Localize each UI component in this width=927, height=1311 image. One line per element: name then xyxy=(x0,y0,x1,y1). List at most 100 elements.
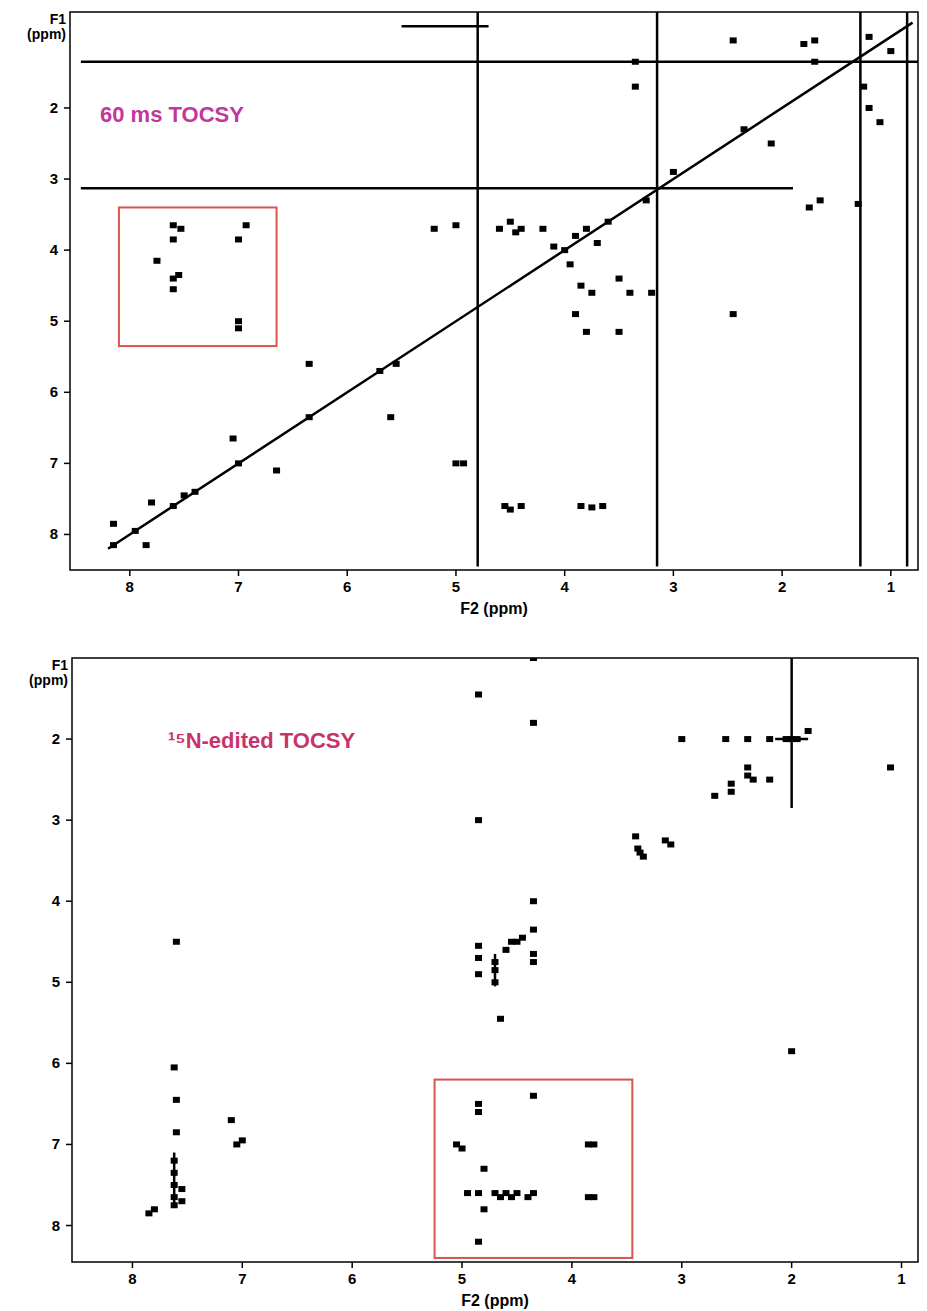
plot-area xyxy=(81,12,918,566)
peak xyxy=(475,1101,482,1107)
peak xyxy=(173,939,180,945)
highlight-box xyxy=(119,207,277,346)
peak xyxy=(173,1129,180,1135)
y-axis-title: F1(ppm) xyxy=(27,11,66,42)
peak xyxy=(728,789,735,795)
peak xyxy=(175,272,182,278)
peak xyxy=(233,1141,240,1147)
peak xyxy=(513,1190,520,1196)
y-tick xyxy=(64,320,70,322)
peak xyxy=(648,290,655,296)
peak xyxy=(170,286,177,292)
peak xyxy=(243,222,250,228)
peak xyxy=(170,236,177,242)
y-tick xyxy=(66,1225,72,1227)
figure: 8 7 6 5 4 3 2 1 2 3 4 5 6 7 8 F2 (ppm) F1(ppm) 60 ms TOCS… xyxy=(0,0,927,1311)
y-tick-label: 3 xyxy=(52,811,60,828)
peak xyxy=(730,311,737,317)
background xyxy=(0,0,927,1311)
peak xyxy=(496,226,503,232)
peak xyxy=(530,959,537,965)
x-tick-label: 8 xyxy=(128,1270,136,1287)
y-tick xyxy=(64,392,70,394)
x-tick-label: 5 xyxy=(452,578,460,595)
x-tick-label: 3 xyxy=(678,1270,686,1287)
plot-frame xyxy=(72,658,918,1262)
peak xyxy=(153,258,160,264)
y-tick xyxy=(64,463,70,465)
plot-frame xyxy=(70,12,918,570)
x-tick xyxy=(781,570,783,576)
peak xyxy=(632,84,639,90)
peak xyxy=(866,105,873,111)
x-tick-label: 1 xyxy=(887,578,895,595)
peak xyxy=(530,1190,537,1196)
streak-line xyxy=(775,738,808,741)
x-tick xyxy=(129,570,131,576)
peak xyxy=(887,764,894,770)
peak xyxy=(273,467,280,473)
streak-line xyxy=(476,12,479,566)
peak xyxy=(590,1194,597,1200)
peak xyxy=(452,222,459,228)
peak xyxy=(151,1206,158,1212)
peak xyxy=(550,244,557,250)
peak xyxy=(805,728,812,734)
x-tick-label: 8 xyxy=(126,578,134,595)
peak xyxy=(481,1166,488,1172)
peak xyxy=(866,34,873,40)
peak xyxy=(572,311,579,317)
y-tick xyxy=(64,249,70,251)
peak xyxy=(806,204,813,210)
x-tick xyxy=(791,1262,793,1268)
panel-title: 60 ms TOCSY xyxy=(100,102,244,127)
peak xyxy=(143,542,150,548)
x-tick-label: 3 xyxy=(669,578,677,595)
x-tick xyxy=(346,570,348,576)
x-tick xyxy=(571,1262,573,1268)
peak xyxy=(228,1117,235,1123)
y-axis-title: F1(ppm) xyxy=(29,657,68,688)
x-tick xyxy=(461,1262,463,1268)
peak xyxy=(502,947,509,953)
peak xyxy=(464,1190,471,1196)
peak xyxy=(481,1206,488,1212)
peak xyxy=(667,841,674,847)
peak xyxy=(475,1190,482,1196)
peak xyxy=(876,119,883,125)
peak xyxy=(230,435,237,441)
x-tick-label: 6 xyxy=(343,578,351,595)
peak xyxy=(722,736,729,742)
y-tick-label: 2 xyxy=(52,730,60,747)
peak xyxy=(148,499,155,505)
peak xyxy=(744,736,751,742)
x-tick-label: 2 xyxy=(787,1270,795,1287)
peak xyxy=(730,37,737,43)
peak xyxy=(507,219,514,225)
y-tick xyxy=(66,738,72,740)
y-tick-label: 5 xyxy=(50,312,58,329)
peak xyxy=(590,1141,597,1147)
peak xyxy=(530,720,537,726)
x-tick-label: 4 xyxy=(568,1270,577,1287)
x-axis-title: F2 (ppm) xyxy=(461,1292,529,1309)
peak xyxy=(530,951,537,957)
peak xyxy=(460,460,467,466)
peak xyxy=(178,1186,185,1192)
y-tick xyxy=(64,178,70,180)
y-tick-label: 5 xyxy=(52,973,60,990)
y-tick-label: 6 xyxy=(50,383,58,400)
peak xyxy=(177,226,184,232)
y-tick-label: 7 xyxy=(50,454,58,471)
peak xyxy=(577,503,584,509)
y-tick-label: 4 xyxy=(50,241,59,258)
peak xyxy=(110,521,117,527)
y-tick-label: 7 xyxy=(52,1135,60,1152)
peak xyxy=(616,276,623,282)
y-axis-title-line: F1 xyxy=(52,657,69,673)
x-tick-label: 7 xyxy=(238,1270,246,1287)
peak xyxy=(766,777,773,783)
peak xyxy=(519,935,526,941)
y-tick-label: 6 xyxy=(52,1054,60,1071)
streak-line xyxy=(81,61,918,64)
